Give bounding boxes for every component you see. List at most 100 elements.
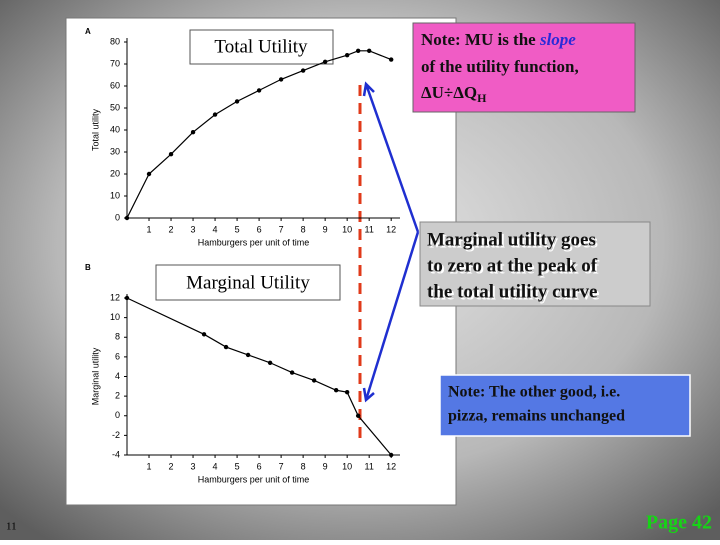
note-text: the total utility curve <box>427 281 597 302</box>
x-tick-label: 2 <box>169 224 174 234</box>
data-point <box>289 370 295 375</box>
data-point <box>212 112 218 117</box>
data-point <box>300 68 306 73</box>
note-text: to zero at the peak of <box>427 255 598 276</box>
data-point <box>124 295 130 301</box>
data-point <box>344 53 350 58</box>
y-tick-label: 0 <box>115 410 120 420</box>
y-tick-label: 0 <box>115 212 120 222</box>
data-point <box>388 452 394 458</box>
x-tick-label: 8 <box>301 224 306 234</box>
data-point <box>146 171 152 177</box>
note: Note: The other good, i.e. pizza, remains… <box>448 384 625 425</box>
arrows <box>362 81 420 403</box>
note-text: ΔU÷ΔQ <box>421 83 477 102</box>
x-tick-label: 9 <box>323 224 328 234</box>
data-point <box>311 378 317 383</box>
slide-number: 11 <box>6 521 17 533</box>
x-tick-label: 5 <box>235 224 240 234</box>
x-tick-label: 6 <box>257 224 262 234</box>
data-point <box>355 413 361 418</box>
y-tick-label: 12 <box>110 292 120 302</box>
x-tick-label: 3 <box>191 461 196 471</box>
note-text: H <box>477 91 487 105</box>
y-tick-label: 30 <box>110 146 120 156</box>
title-box <box>189 29 334 65</box>
data-point <box>344 390 350 395</box>
data-point <box>190 130 196 135</box>
y-tick-label: 4 <box>115 371 120 381</box>
note: Note: MU is the slope <box>421 30 576 49</box>
x-tick-label: 1 <box>147 461 152 471</box>
note-text: Note: The other good, i.e. <box>448 384 620 401</box>
data-point <box>168 152 174 157</box>
x-axis-label: Hamburgers per unit of time <box>198 237 310 247</box>
x-tick-label: 8 <box>301 461 306 471</box>
data-point <box>223 344 229 350</box>
y-tick-label: 2 <box>115 391 120 401</box>
y-tick-label: -2 <box>112 430 120 440</box>
data-point <box>333 388 339 393</box>
note-box <box>419 221 651 307</box>
y-axis-label: Marginal utility <box>90 347 100 405</box>
title-box <box>155 264 341 301</box>
x-tick-label: 6 <box>257 461 262 471</box>
x-tick-label: 11 <box>365 461 374 471</box>
data-point <box>355 48 361 53</box>
panel-label: A <box>85 27 91 36</box>
x-tick-label: 10 <box>342 461 352 471</box>
title: Total Utility <box>214 36 308 57</box>
figure-panel <box>65 17 457 506</box>
panel-label: B <box>85 263 91 272</box>
note-text: slope <box>539 30 576 49</box>
note-text: Marginal utility goes <box>427 229 596 250</box>
note-shadow: Marginal utility goes <box>429 231 598 252</box>
y-tick-label: 80 <box>110 36 120 46</box>
y-tick-label: 40 <box>110 124 120 134</box>
y-tick-label: 60 <box>110 80 120 90</box>
x-tick-label: 7 <box>279 224 284 234</box>
x-tick-label: 3 <box>191 224 196 234</box>
x-tick-label: 10 <box>342 224 352 234</box>
note-shadow: to zero at the peak of <box>429 257 600 278</box>
note: ΔU÷ΔQH <box>421 83 487 105</box>
y-axis-label: Total utility <box>90 108 100 151</box>
x-tick-label: 1 <box>147 224 152 234</box>
title: Marginal Utility <box>186 272 310 293</box>
x-tick-label: 5 <box>235 461 240 471</box>
y-tick-label: 50 <box>110 102 120 112</box>
x-tick-label: 9 <box>323 461 328 471</box>
x-tick-label: 4 <box>213 224 218 234</box>
data-point <box>388 57 394 62</box>
data-point <box>366 48 372 53</box>
y-tick-label: 6 <box>115 351 120 361</box>
data-point <box>201 332 207 337</box>
note-box <box>439 374 691 437</box>
data-point <box>267 360 273 365</box>
note-box <box>412 22 636 113</box>
page-label: Page 42 <box>646 512 712 534</box>
x-tick-label: 11 <box>365 224 374 234</box>
y-tick-label: 8 <box>115 332 120 342</box>
x-tick-label: 7 <box>279 461 284 471</box>
data-point <box>278 77 284 82</box>
note-shadow: the total utility curve <box>429 283 599 304</box>
data-point <box>245 352 251 358</box>
data-point <box>234 99 240 104</box>
y-tick-label: 10 <box>110 312 120 322</box>
y-tick-label: 20 <box>110 168 120 178</box>
x-tick-label: 4 <box>213 461 218 471</box>
data-point <box>322 59 328 64</box>
y-tick-label: -4 <box>112 449 120 459</box>
data-point <box>124 215 130 221</box>
note-text: pizza, remains unchanged <box>448 408 625 425</box>
x-tick-label: 2 <box>169 461 174 471</box>
y-tick-label: 10 <box>110 190 120 200</box>
y-tick-label: 70 <box>110 58 120 68</box>
note: of the utility function, <box>421 57 579 76</box>
data-point <box>256 88 262 93</box>
x-axis-label: Hamburgers per unit of time <box>198 474 310 484</box>
x-tick-label: 12 <box>386 461 396 471</box>
